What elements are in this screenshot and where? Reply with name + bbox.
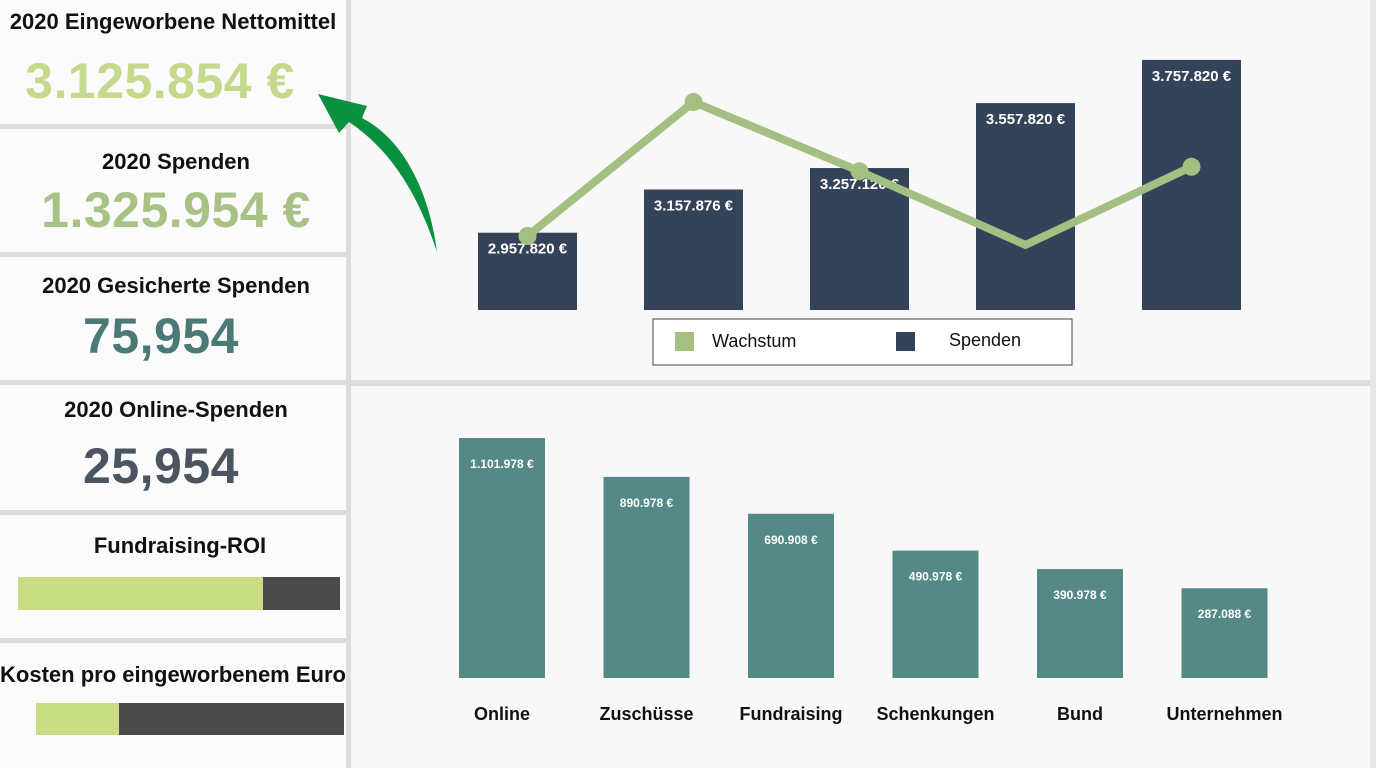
wachstum-point-5 [1182, 157, 1201, 176]
kosten-progress-fill [36, 703, 120, 735]
wachstum-point-3 [850, 162, 869, 181]
kpi-netto-value: 3.125.854 € [25, 53, 295, 109]
wachstum-point-2 [684, 93, 703, 111]
legend-spenden-swatch [896, 332, 915, 351]
legend-wachstum-swatch [675, 332, 694, 351]
chart-legend [652, 318, 1073, 366]
right-edge-strip [1370, 0, 1376, 768]
spenden-chart-panel: 2.957.820 €3.157.876 €3.257.120 €3.557.8… [351, 0, 1370, 380]
kategorie-bar-label-2: 890.978 € [620, 496, 674, 510]
kategorien-chart: 1.101.978 € Online 890.978 € Zuschüsse 690.9… [459, 438, 1283, 724]
kategorie-bar-label-1: 1.101.978 € [470, 457, 534, 471]
spenden-bar-label-2: 3.157.876 € [654, 197, 734, 214]
kategorie-bar-2 [603, 476, 690, 678]
kpi-online-card: 2020 Online-Spenden 25,954 [0, 385, 346, 510]
kategorie-bar-label-5: 390.978 € [1053, 588, 1107, 602]
spenden-bar-4 [976, 103, 1075, 311]
kategorie-tick-4: Schenkungen [876, 704, 994, 724]
spenden-bar-3 [810, 168, 909, 310]
kategorie-bar-1 [459, 438, 545, 678]
kategorien-chart-panel: 1.101.978 € Online 890.978 € Zuschüsse 690.9… [351, 386, 1370, 768]
spenden-wachstum-chart: 2.957.820 €3.157.876 €3.257.120 €3.557.8… [478, 59, 1241, 366]
roi-progress-bar [18, 577, 340, 610]
kategorie-bar-3 [748, 513, 834, 678]
kategorie-bar-label-3: 690.908 € [764, 533, 818, 547]
spenden-bar-1 [478, 232, 577, 310]
kategorie-bar-label-6: 287.088 € [1198, 607, 1252, 621]
kpi-online-value: 25,954 [83, 438, 239, 494]
spenden-bar-2 [644, 189, 743, 310]
kpi-roi-card: Fundraising-ROI [0, 515, 346, 638]
kosten-progress-bar [36, 703, 344, 735]
kpi-spenden-value: 1.325.954 € [41, 182, 311, 238]
kategorie-tick-1: Online [474, 704, 530, 724]
kpi-netto-title: 2020 Eingeworbene Nettomittel [9, 9, 337, 34]
kategorie-tick-2: Zuschüsse [599, 704, 693, 724]
spenden-bar-label-1: 2.957.820 € [488, 241, 568, 258]
kategorie-tick-3: Fundraising [740, 704, 843, 724]
kpi-spenden-card: 2020 Spenden 1.325.954 € [0, 129, 346, 252]
kpi-gesichert-value: 75,954 [83, 308, 239, 364]
kpi-kosten-title: Kosten pro eingeworbenem Euro [0, 662, 346, 687]
kpi-spenden-title: 2020 Spenden [102, 149, 250, 174]
kpi-gesichert-title: 2020 Gesicherte Spenden [42, 273, 310, 298]
kpi-online-title: 2020 Online-Spenden [64, 397, 288, 422]
legend-wachstum-label: Wachstum [712, 331, 796, 351]
spenden-bar-label-5: 3.757.820 € [1152, 68, 1232, 85]
wachstum-point-1 [518, 227, 537, 245]
kategorie-bar-5 [1037, 569, 1123, 678]
kpi-kosten-card: Kosten pro eingeworbenem Euro [0, 643, 346, 768]
kpi-roi-title: Fundraising-ROI [93, 533, 267, 558]
kategorie-bar-label-4: 490.978 € [909, 570, 963, 584]
kategorie-bar-4 [892, 550, 979, 678]
kategorie-tick-6: Unternehmen [1166, 704, 1282, 724]
kategorie-bar-6 [1181, 588, 1268, 678]
kpi-gesichert-card: 2020 Gesicherte Spenden 75,954 [0, 257, 346, 380]
kpi-netto-card: 2020 Eingeworbene Nettomittel 3.125.854 … [0, 0, 346, 124]
spenden-bar-label-4: 3.557.820 € [986, 111, 1066, 128]
roi-progress-fill [18, 577, 263, 610]
kategorie-tick-5: Bund [1057, 704, 1103, 724]
legend-spenden-label: Spenden [949, 330, 1021, 350]
